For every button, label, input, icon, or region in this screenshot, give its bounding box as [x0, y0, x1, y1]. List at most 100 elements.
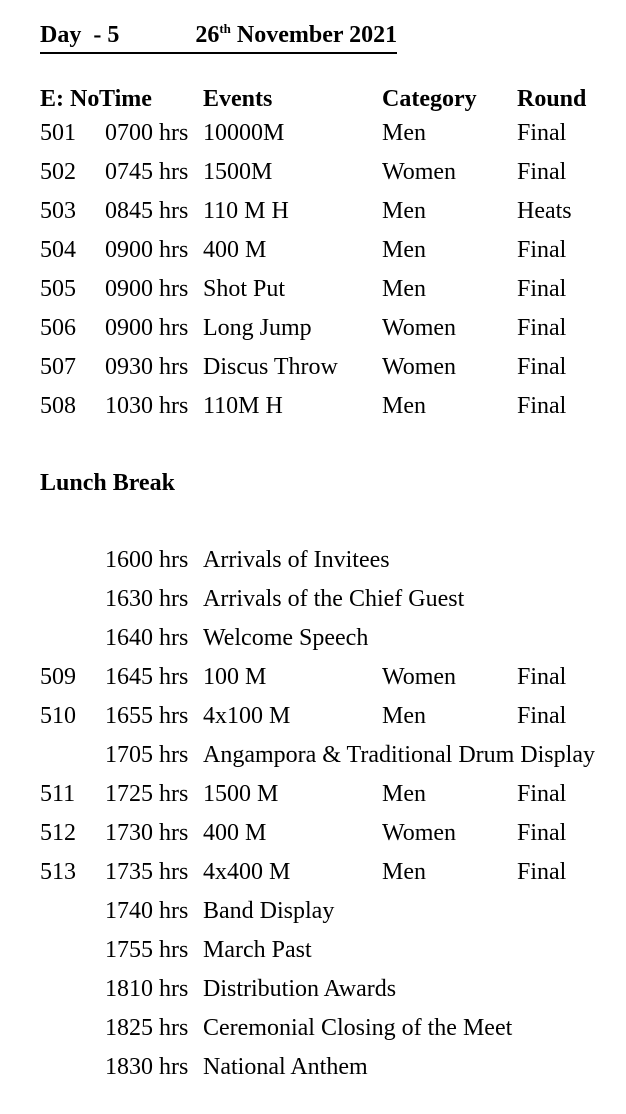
cell-round: Final: [517, 781, 567, 807]
cell-round: Final: [517, 393, 567, 419]
title-date-ordinal: th: [219, 21, 231, 36]
cell-category: Women: [382, 159, 457, 185]
cell-time: 1030 hrs: [105, 393, 189, 419]
cell-time: 0845 hrs: [105, 198, 189, 224]
cell-event: Band Display: [203, 898, 335, 924]
cell-event-number: 510: [40, 703, 76, 729]
cell-event-number: 511: [40, 781, 76, 807]
cell-category: Women: [382, 664, 457, 690]
cell-round: Final: [517, 859, 567, 885]
cell-time: 0900 hrs: [105, 315, 189, 341]
event-row: 1705 hrs Angampora & Traditional Drum Di…: [40, 736, 626, 775]
cell-event: Arrivals of Invitees: [203, 547, 390, 573]
column-header-eno: E: No: [40, 85, 100, 112]
cell-event-number: 512: [40, 820, 76, 846]
cell-round: Final: [517, 276, 567, 302]
cell-event: March Past: [203, 937, 312, 963]
cell-round: Final: [517, 703, 567, 729]
cell-time: 1705 hrs: [105, 742, 189, 768]
cell-round: Final: [517, 159, 567, 185]
morning-schedule-table: E: No Time Events Category Round 501 070…: [40, 84, 626, 426]
cell-event: 10000M: [203, 120, 285, 146]
event-row: 1740 hrs Band Display: [40, 892, 626, 931]
cell-time: 1640 hrs: [105, 625, 189, 651]
cell-event: 1500 M: [203, 781, 279, 807]
event-row: 1600 hrs Arrivals of Invitees: [40, 541, 626, 580]
cell-event: Ceremonial Closing of the Meet: [203, 1015, 513, 1041]
cell-event: Discus Throw: [203, 354, 338, 380]
cell-event: National Anthem: [203, 1054, 368, 1080]
cell-time: 1740 hrs: [105, 898, 189, 924]
cell-event-number: 502: [40, 159, 76, 185]
cell-event: Arrivals of the Chief Guest: [203, 586, 465, 612]
event-row: 504 0900 hrs 400 M Men Final: [40, 231, 626, 270]
event-row: 507 0930 hrs Discus Throw Women Final: [40, 348, 626, 387]
cell-event-number: 506: [40, 315, 76, 341]
event-row: 1755 hrs March Past: [40, 931, 626, 970]
cell-event: 100 M: [203, 664, 267, 690]
cell-event: 110 M H: [203, 198, 289, 224]
event-row: 501 0700 hrs 10000M Men Final: [40, 114, 626, 153]
cell-time: 0900 hrs: [105, 276, 189, 302]
cell-event-number: 504: [40, 237, 76, 263]
cell-event: Distribution Awards: [203, 976, 397, 1002]
cell-event-number: 501: [40, 120, 76, 146]
document-title: Day - 5 26th November 2021: [40, 14, 398, 54]
cell-event-number: 513: [40, 859, 76, 885]
cell-event-number: 509: [40, 664, 76, 690]
title-tab-gap: [119, 41, 195, 42]
event-row: 1630 hrs Arrivals of the Chief Guest: [40, 580, 626, 619]
column-header-category: Category: [382, 85, 477, 112]
event-row: 509 1645 hrs 100 M Women Final: [40, 658, 626, 697]
cell-time: 1755 hrs: [105, 937, 189, 963]
cell-category: Men: [382, 198, 426, 224]
event-row: 513 1735 hrs 4x400 M Men Final: [40, 853, 626, 892]
column-header-time: Time: [99, 85, 152, 112]
cell-round: Final: [517, 315, 567, 341]
cell-event: Shot Put: [203, 276, 286, 302]
event-row: 508 1030 hrs 110M H Men Final: [40, 387, 626, 426]
event-row: 512 1730 hrs 400 M Women Final: [40, 814, 626, 853]
cell-category: Women: [382, 820, 457, 846]
cell-round: Final: [517, 120, 567, 146]
cell-time: 0745 hrs: [105, 159, 189, 185]
afternoon-rows: 1600 hrs Arrivals of Invitees 1630 hrs A…: [40, 541, 626, 1087]
title-date-number: 26: [195, 22, 220, 48]
cell-event: Angampora & Traditional Drum Display: [203, 742, 595, 768]
title-day-label: Day - 5: [40, 22, 120, 48]
cell-category: Men: [382, 393, 426, 419]
cell-time: 0700 hrs: [105, 120, 189, 146]
cell-round: Final: [517, 820, 567, 846]
title-date-rest: November 2021: [230, 22, 398, 48]
cell-event: 110M H: [203, 393, 283, 419]
cell-category: Men: [382, 120, 426, 146]
cell-event: Welcome Speech: [203, 625, 369, 651]
cell-round: Final: [517, 664, 567, 690]
event-row: 1810 hrs Distribution Awards: [40, 970, 626, 1009]
event-row: 505 0900 hrs Shot Put Men Final: [40, 270, 626, 309]
cell-category: Men: [382, 276, 426, 302]
cell-time: 1600 hrs: [105, 547, 189, 573]
cell-time: 1735 hrs: [105, 859, 189, 885]
event-row: 510 1655 hrs 4x100 M Men Final: [40, 697, 626, 736]
cell-round: Heats: [517, 198, 572, 224]
lunch-break-heading: Lunch Break: [40, 470, 175, 496]
event-row: 1640 hrs Welcome Speech: [40, 619, 626, 658]
cell-event: 1500M: [203, 159, 273, 185]
cell-category: Men: [382, 781, 426, 807]
cell-time: 1645 hrs: [105, 664, 189, 690]
cell-time: 0900 hrs: [105, 237, 189, 263]
cell-event: 4x100 M: [203, 703, 291, 729]
cell-category: Women: [382, 354, 457, 380]
morning-rows: 501 0700 hrs 10000M Men Final 502 0745 h…: [40, 114, 626, 426]
cell-time: 0930 hrs: [105, 354, 189, 380]
cell-event-number: 505: [40, 276, 76, 302]
cell-time: 1830 hrs: [105, 1054, 189, 1080]
column-header-events: Events: [203, 85, 273, 112]
cell-event: Long Jump: [203, 315, 312, 341]
cell-category: Men: [382, 703, 426, 729]
cell-category: Men: [382, 237, 426, 263]
column-header-row: E: No Time Events Category Round: [40, 84, 626, 114]
cell-event: 4x400 M: [203, 859, 291, 885]
